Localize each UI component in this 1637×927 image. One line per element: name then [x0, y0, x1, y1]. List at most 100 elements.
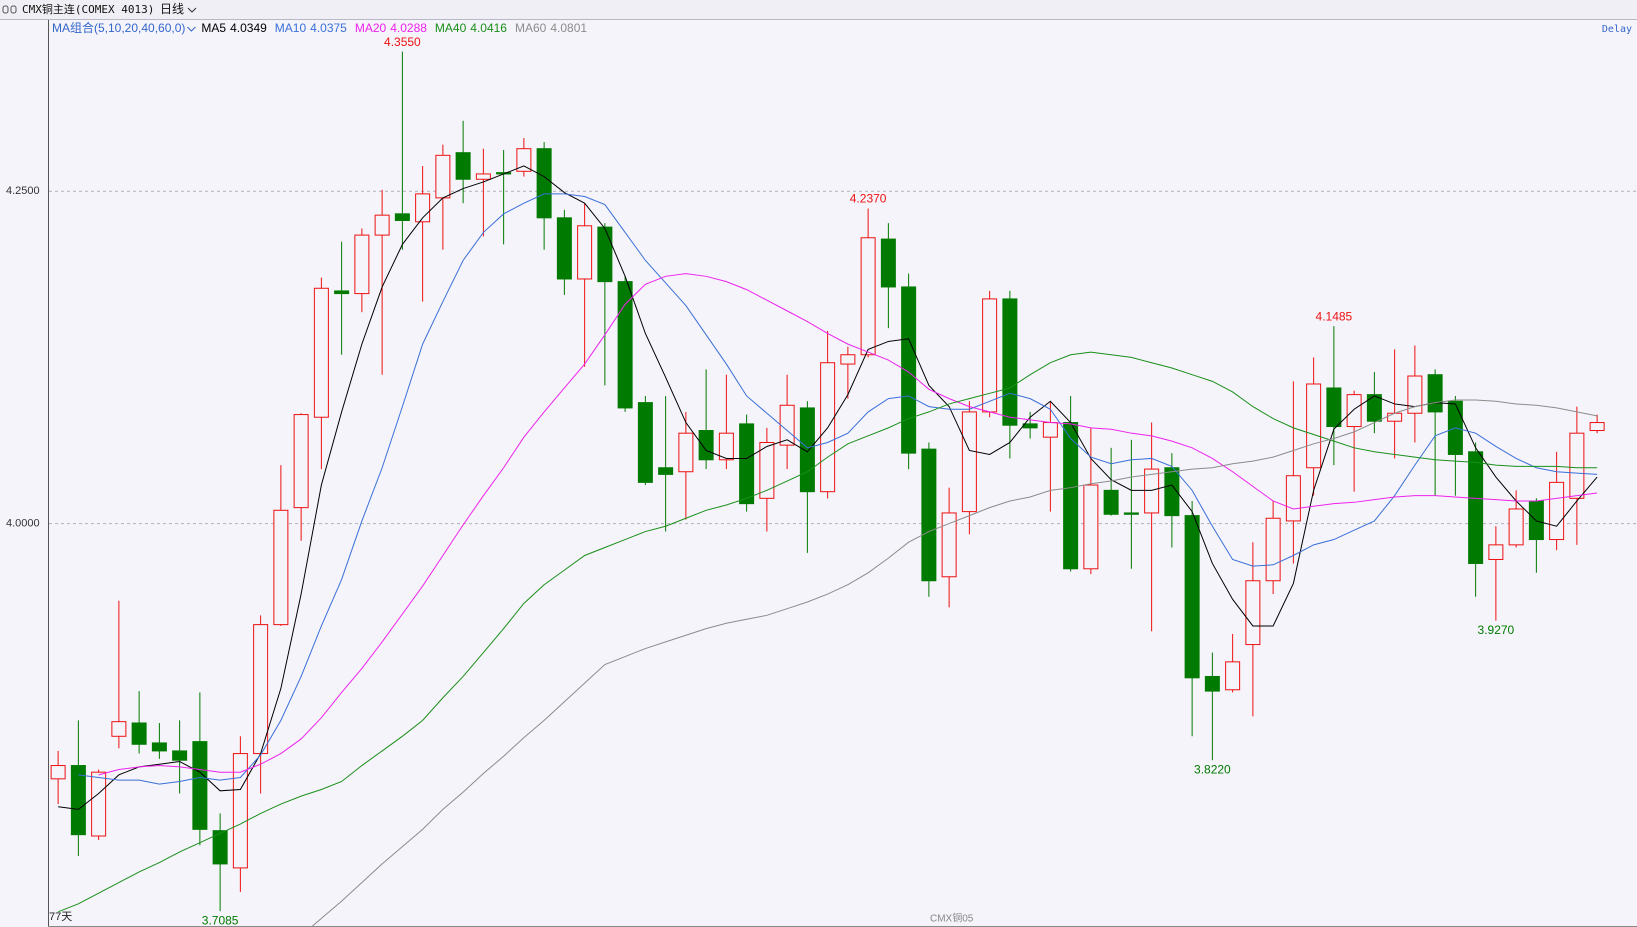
day-count: 77天	[49, 911, 72, 923]
candle-body	[253, 624, 269, 755]
candle-body	[313, 287, 329, 418]
candle-body	[880, 238, 896, 288]
candle-body	[374, 214, 390, 236]
candle-body	[1569, 432, 1585, 499]
candle-body	[1002, 298, 1018, 426]
candle-body	[1144, 468, 1160, 514]
candle-body	[354, 234, 370, 295]
extreme-label: 3.7085	[202, 913, 239, 927]
candle-body	[556, 217, 572, 280]
candle-body	[1063, 422, 1079, 570]
candle-body	[941, 512, 957, 578]
candle-body	[1022, 423, 1038, 429]
ma-line	[311, 399, 1598, 926]
candle-body	[50, 765, 66, 780]
extreme-label: 3.9270	[1478, 623, 1515, 637]
candle-body	[901, 286, 917, 454]
candle-body	[860, 237, 876, 356]
candle-body	[1589, 422, 1605, 432]
candle-body	[1549, 481, 1565, 541]
candle-body	[293, 414, 309, 509]
legend-value: 4.0801	[550, 21, 587, 35]
candle-body	[536, 148, 552, 219]
candle-body	[617, 281, 633, 409]
candle-body	[637, 402, 653, 483]
candle-body	[91, 771, 107, 837]
legend-value: 4.0349	[230, 21, 267, 35]
candle-body	[718, 432, 734, 461]
indicator-dropdown-arrow[interactable]	[187, 26, 196, 32]
candle-body	[111, 721, 127, 737]
legend-name: MA20	[355, 21, 387, 35]
candle-body	[151, 742, 167, 752]
header-icon	[2, 5, 17, 14]
candle-body	[1184, 515, 1200, 679]
candle-body	[759, 441, 775, 499]
candle-body	[1204, 675, 1220, 692]
header-bar	[0, 0, 1637, 19]
ma-line	[58, 165, 1598, 810]
extreme-label: 4.3550	[384, 35, 421, 49]
legend-name: MA60	[515, 21, 547, 35]
candle-body	[334, 290, 350, 295]
candle-body	[273, 509, 289, 626]
candle-body	[678, 432, 694, 473]
legend-name: MA10	[275, 21, 307, 35]
candle-body	[961, 411, 977, 513]
candle-body	[799, 407, 815, 493]
candle-body	[1103, 489, 1119, 515]
candle-body	[172, 750, 188, 761]
legend-value: 4.0375	[310, 21, 347, 35]
instrument-title: CMX铜主连(COMEX 4013)	[22, 2, 154, 16]
y-tick-label: 4.0000	[6, 517, 40, 529]
candle-body	[1508, 508, 1524, 546]
candle-body	[192, 741, 208, 830]
candle-body	[739, 423, 755, 505]
candle-body	[1042, 422, 1058, 438]
plot-area	[50, 51, 1605, 926]
candle-body	[475, 173, 491, 180]
candle-body	[1407, 375, 1423, 414]
candle-body	[1387, 412, 1403, 422]
candle-body	[455, 152, 471, 180]
ma-line	[57, 351, 1598, 913]
candle-body	[1285, 475, 1301, 522]
candle-body	[658, 467, 674, 475]
candle-body	[70, 765, 86, 836]
delay-label: Delay	[1602, 24, 1632, 35]
candle-body	[698, 430, 714, 461]
candle-body	[516, 148, 532, 172]
ma-line	[78, 193, 1598, 785]
extreme-label: 4.1485	[1316, 309, 1353, 323]
candle-body	[1346, 394, 1362, 428]
candle-body	[1326, 387, 1342, 428]
legend-value: 4.0416	[470, 21, 507, 35]
contract-label: CMX铜05	[930, 913, 974, 925]
candle-body	[1366, 394, 1382, 422]
candle-body	[232, 753, 248, 869]
candle-body	[435, 154, 451, 199]
candle-body	[131, 722, 147, 745]
candle-body	[840, 354, 856, 365]
legend-name: MA5	[201, 21, 226, 35]
period-dropdown-arrow[interactable]	[187, 7, 197, 13]
candle-body	[921, 448, 937, 582]
candle-body	[1427, 374, 1443, 413]
candle-body	[779, 404, 795, 446]
candle-body	[1164, 467, 1180, 517]
candle-body	[1245, 580, 1261, 646]
candle-body	[597, 226, 613, 283]
candle-body	[577, 225, 593, 280]
candle-body	[394, 213, 410, 221]
period-selector[interactable]: 日线	[160, 2, 184, 16]
candle-body	[1083, 484, 1099, 570]
candle-body	[1488, 544, 1504, 560]
y-tick-label: 4.2500	[6, 185, 40, 197]
candle-body	[212, 830, 228, 865]
ma-line	[98, 273, 1598, 776]
indicator-selector[interactable]: MA组合(5,10,20,40,60,0)	[52, 20, 185, 35]
extreme-label: 3.8220	[1194, 762, 1231, 776]
candle-body	[1265, 517, 1281, 582]
candle-body	[1468, 451, 1484, 564]
